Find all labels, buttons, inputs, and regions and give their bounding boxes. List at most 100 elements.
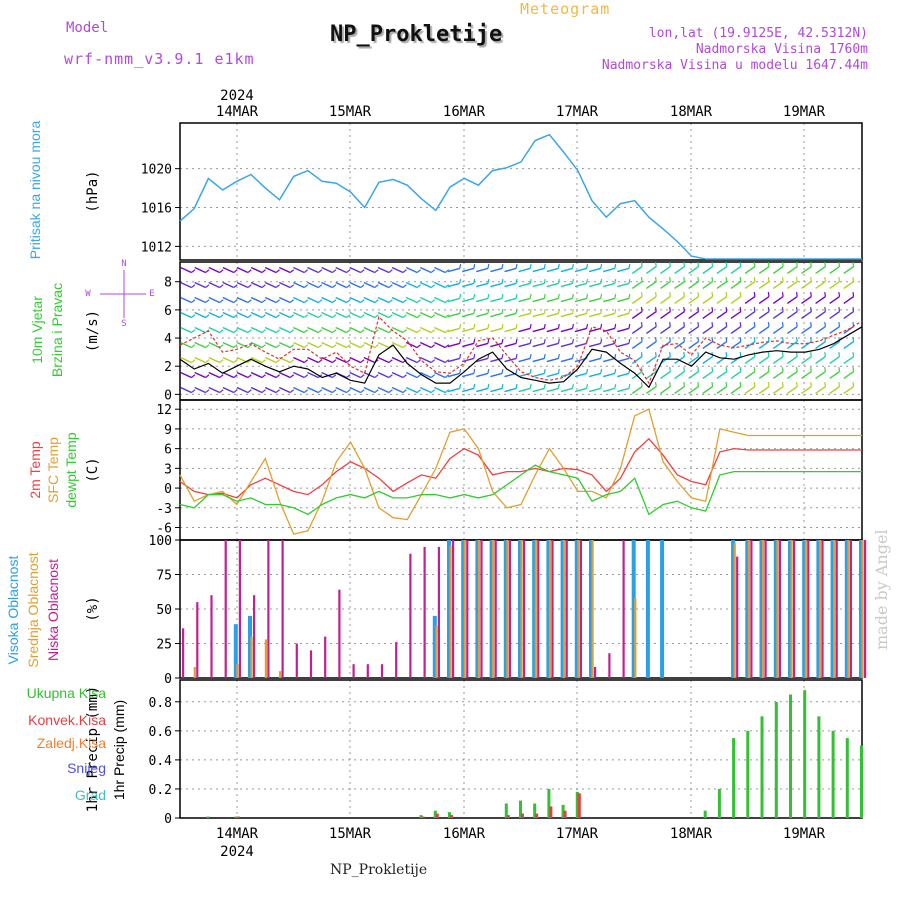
wind-barb — [391, 356, 407, 364]
wind-barb-shaft — [546, 267, 559, 273]
wind-barb-flag — [767, 367, 770, 372]
wind-barb — [829, 382, 841, 395]
wind-barb-shaft — [335, 311, 347, 319]
wind-barb-flag — [614, 383, 617, 389]
wind-barb-flag — [388, 314, 393, 319]
wind-barb — [730, 262, 742, 275]
cloud-bar-1 — [804, 540, 807, 678]
wind-barb-flag — [388, 359, 393, 364]
wind-barb-shaft — [335, 296, 347, 304]
wind-barb-flag — [317, 299, 323, 304]
chart-title: NP_Prokletije — [330, 22, 503, 47]
wind-barb — [377, 296, 393, 304]
wind-barb — [250, 386, 266, 394]
wind-barb-shaft — [843, 340, 855, 350]
wind-barb — [490, 323, 504, 333]
wind-barb-shaft — [208, 266, 220, 274]
wind-axis-title-2: Brzina i Pravac — [49, 283, 65, 377]
wind-barb — [462, 368, 476, 378]
wind-barb-flag — [838, 307, 841, 312]
wind-barb — [843, 262, 855, 275]
bottom-date-label: 17MAR — [556, 826, 599, 842]
wind-barb-flag — [557, 293, 560, 299]
wind-barb-flag — [838, 277, 841, 282]
wind-barb — [236, 341, 252, 349]
wind-barb — [829, 322, 841, 335]
wind-barb — [377, 311, 393, 319]
wind-barb-shaft — [588, 312, 601, 318]
wind-barb-flag — [360, 284, 365, 289]
wind-barb — [674, 352, 686, 365]
wind-barb-flag — [388, 284, 393, 289]
wind-barb-flag — [600, 263, 603, 269]
temp-line-2 — [179, 464, 862, 516]
wind-barb-flag — [205, 284, 210, 289]
wind-barb-flag — [640, 367, 643, 372]
wind-barb — [674, 367, 686, 380]
wind-barb-shaft — [349, 281, 361, 289]
wind-barb-shaft — [222, 281, 235, 289]
wind-barb-flag — [444, 299, 450, 304]
wind-barb-shaft — [194, 386, 206, 394]
wind-barb — [250, 281, 266, 289]
wind-barb-shaft — [321, 386, 333, 394]
wind-barb-shaft — [674, 265, 685, 275]
wind-barb-flag — [374, 374, 379, 379]
wind-barb-shaft — [377, 266, 390, 274]
wind-barb — [617, 263, 631, 273]
wind-barb-flag — [360, 374, 365, 379]
cloud-bar-1 — [847, 540, 850, 678]
cloud-bar-2 — [821, 540, 824, 678]
wind-barb — [829, 307, 841, 320]
wind-barb-shaft — [321, 296, 333, 304]
wind-barb-flag — [402, 374, 407, 379]
wind-barb — [674, 337, 686, 350]
wind-barb — [815, 277, 827, 290]
cloud-bar-1 — [591, 540, 594, 678]
wind-barb-flag — [515, 308, 518, 314]
wind-barb-flag — [781, 292, 784, 297]
cloud-bar-0 — [802, 540, 807, 678]
wind-barb-shaft — [377, 356, 390, 364]
wind-barb — [518, 308, 532, 318]
wind-barb-shaft — [772, 325, 784, 335]
wind-barb — [222, 266, 238, 274]
wind-barb — [688, 322, 700, 335]
wind-barb-shaft — [744, 310, 756, 320]
wind-barb — [603, 338, 617, 348]
wind-barb — [335, 326, 351, 334]
wind-barb — [688, 382, 700, 395]
wind-barb — [588, 338, 603, 348]
wind-barb-shaft — [631, 385, 643, 395]
wind-barb-flag — [346, 284, 351, 289]
wind-barb-shaft — [702, 370, 714, 380]
wind-barb-shaft — [843, 280, 855, 290]
wind-barb — [321, 266, 337, 274]
wind-barb-flag — [303, 284, 309, 289]
wind-barb — [462, 293, 476, 303]
wind-barb-flag — [781, 277, 784, 282]
wind-barb — [786, 382, 798, 395]
wind-barb-flag — [430, 359, 436, 364]
wind-barb-flag — [487, 278, 490, 284]
wind-barb-shaft — [307, 266, 319, 274]
unit-label-pressure: (hPa) — [85, 170, 101, 212]
wind-barb — [660, 382, 671, 395]
wind-barb — [588, 278, 603, 288]
wind-barb — [801, 277, 812, 290]
wind-barb-flag — [360, 314, 365, 319]
wind-barb — [307, 341, 323, 349]
wind-barb-flag — [501, 323, 504, 329]
wind-barb-shaft — [462, 357, 474, 363]
cloud-bar-2 — [409, 553, 412, 678]
cloud-bar-1 — [279, 671, 282, 678]
wind-barb-flag — [219, 269, 224, 274]
wind-barb-shaft — [688, 295, 699, 305]
wind-barb — [391, 386, 407, 394]
wind-barb-flag — [515, 338, 518, 344]
precip-bar-0 — [533, 803, 537, 818]
wind-barb-flag — [669, 367, 671, 372]
wind-barb-flag — [654, 322, 657, 327]
wind-barb-flag — [640, 352, 643, 357]
wind-barb-flag — [614, 278, 617, 284]
